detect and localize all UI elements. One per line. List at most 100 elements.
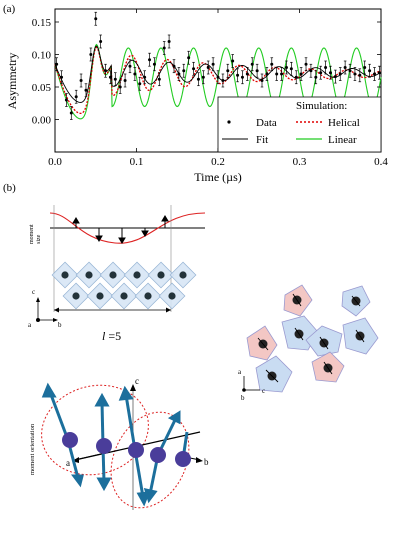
- cluster-axis-c-label: c: [262, 387, 265, 395]
- spin-arrowhead: [118, 385, 134, 401]
- data-point: [162, 46, 166, 50]
- data-point: [368, 69, 372, 73]
- moment-arrow: [294, 327, 304, 341]
- axis-b-label: b: [58, 321, 62, 329]
- data-point: [64, 98, 68, 102]
- axis-c-label: c: [32, 288, 35, 296]
- data-point: [226, 69, 230, 73]
- data-point: [328, 71, 332, 75]
- moment-arrow: [292, 293, 302, 307]
- data-point: [348, 69, 352, 73]
- data-point: [270, 62, 274, 66]
- data-point: [108, 75, 112, 79]
- y-axis-label: Asymmetry: [5, 53, 19, 110]
- data-point: [143, 75, 147, 79]
- data-point: [275, 72, 279, 76]
- period-arrowhead-left: [54, 307, 59, 313]
- period-label: l =5: [102, 329, 121, 343]
- ion: [157, 271, 165, 279]
- moment-arrow: [355, 329, 365, 343]
- data-point: [236, 73, 240, 77]
- ion: [72, 292, 80, 300]
- ion: [61, 271, 69, 279]
- data-point: [216, 75, 220, 79]
- legend: Simulation: Data Fit Helical Linear: [217, 96, 382, 153]
- y-tick-label: 0.15: [32, 17, 52, 29]
- ion: [144, 292, 152, 300]
- data-point: [294, 75, 298, 79]
- moment-arrowhead: [118, 237, 126, 244]
- data-point: [377, 71, 381, 75]
- data-point: [94, 17, 98, 21]
- data-point: [104, 69, 108, 73]
- data-point: [123, 79, 127, 82]
- data-point: [206, 66, 210, 69]
- legend-data-label: Data: [256, 117, 277, 129]
- spin-arrowhead: [96, 477, 112, 492]
- helix-ellipse: [41, 384, 149, 476]
- moment-arrowhead: [161, 215, 169, 222]
- moment-arrow: [319, 336, 329, 350]
- data-point: [221, 79, 225, 82]
- moment-size-diagram: momentsize: [29, 205, 206, 312]
- spin-arrowhead: [94, 392, 110, 407]
- x-tick-label: 0.4: [374, 156, 388, 168]
- moment-arrowhead: [95, 235, 103, 242]
- data-point: [363, 66, 367, 69]
- c-axis-label: c: [135, 376, 139, 386]
- panel-b-label: (b): [3, 182, 16, 194]
- helical-simulation-curve: [54, 46, 382, 115]
- data-point: [250, 62, 254, 66]
- data-point: [182, 69, 186, 73]
- cluster-axis-b-dot: [242, 388, 246, 392]
- spin-arrowhead: [41, 382, 57, 398]
- moment-size-label: momentsize: [29, 224, 42, 244]
- data-point: [260, 79, 264, 82]
- a-axis-label: a: [66, 458, 70, 468]
- data-point: [265, 72, 269, 76]
- y-tick-label: 0.10: [32, 50, 52, 62]
- data-point: [60, 75, 64, 79]
- data-point: [152, 62, 156, 66]
- data-point: [84, 88, 88, 92]
- axis-a-dot: [36, 318, 40, 322]
- data-point: [138, 82, 142, 86]
- data-point: [280, 72, 284, 76]
- data-point: [167, 40, 171, 43]
- data-point: [201, 75, 205, 79]
- ion: [179, 271, 187, 279]
- legend-simulation-title: Simulation:: [296, 100, 347, 112]
- axis-c-arrowhead: [36, 297, 40, 302]
- moment-arrow: [351, 295, 361, 307]
- data-point: [314, 75, 318, 79]
- data-point: [69, 111, 73, 115]
- legend-data-marker: [227, 120, 231, 124]
- data-point: [284, 66, 288, 69]
- legend-linear-label: Linear: [328, 134, 357, 146]
- data-point: [324, 66, 328, 69]
- cluster-axis-a-label: a: [238, 368, 242, 376]
- data-point: [358, 73, 362, 77]
- moment-arrowhead: [72, 217, 80, 224]
- data-point: [333, 75, 337, 79]
- data-point: [245, 72, 249, 76]
- data-point: [299, 72, 303, 76]
- a-axis-line: [74, 452, 106, 461]
- ion: [85, 271, 93, 279]
- moment-arrow: [323, 361, 333, 375]
- x-tick-label: 0.0: [48, 156, 62, 168]
- period-arrowhead-right: [166, 307, 171, 313]
- cluster-axis-b-label: b: [241, 394, 245, 402]
- helix-ellipse: [110, 411, 190, 509]
- octahedra-chain: l =5 c a b: [28, 261, 197, 343]
- data-point: [231, 59, 235, 63]
- data-point: [343, 66, 347, 69]
- moment-orientation-label: moment orientation: [29, 423, 36, 475]
- data-point: [113, 77, 117, 81]
- data-point: [196, 77, 200, 81]
- atom: [62, 432, 78, 448]
- legend-helical-label: Helical: [328, 117, 360, 129]
- asymmetry-plot: 0.0 0.1 0.2 0.3 0.4 0.00 0.05 0.10 0.15 Simulat…: [5, 8, 388, 184]
- data-point: [79, 79, 83, 82]
